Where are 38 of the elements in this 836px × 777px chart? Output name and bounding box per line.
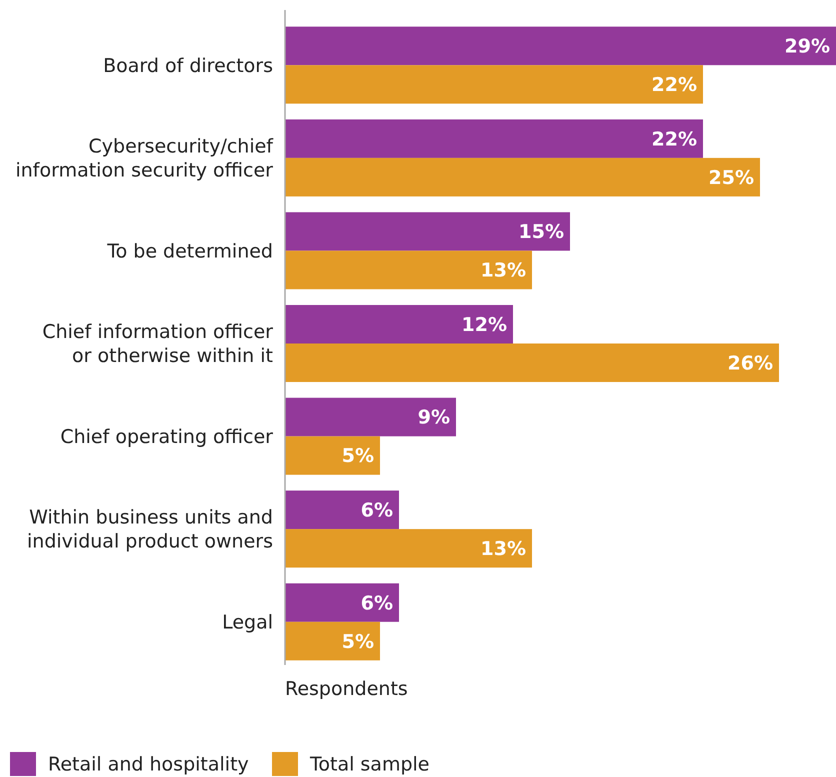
bar: [285, 158, 760, 196]
y-tick-label: Within business units and individual product owners: [27, 506, 273, 553]
data-label: 25%: [708, 166, 754, 189]
data-label: 12%: [462, 314, 507, 336]
bar: [285, 26, 836, 66]
bar: [285, 529, 532, 568]
y-tick-label: Board of directors: [103, 54, 273, 77]
legend-label: Total sample: [309, 754, 430, 776]
y-tick-label: Legal: [222, 612, 273, 634]
data-label: 13%: [480, 260, 526, 282]
data-label: 5%: [342, 445, 374, 468]
data-label: 13%: [480, 538, 526, 560]
bar: [285, 398, 456, 436]
data-label: 22%: [652, 74, 697, 96]
legend-label: Retail and hospitality: [48, 754, 249, 776]
bar: [285, 212, 570, 251]
x-axis-title: Respondents: [285, 678, 408, 700]
data-label: 6%: [360, 592, 393, 614]
data-label: 5%: [342, 630, 374, 653]
y-tick-label: To be determined: [106, 240, 273, 262]
bar: [285, 622, 380, 660]
bar: [285, 344, 779, 382]
y-tick-label: Chief information officer or otherwise within it: [42, 321, 274, 368]
bar: [285, 119, 703, 158]
data-label: 6%: [360, 499, 393, 522]
bar: [285, 250, 532, 290]
data-label: 29%: [784, 36, 830, 58]
data-label: 26%: [728, 352, 773, 374]
data-label: 22%: [652, 128, 697, 150]
bar: [285, 583, 399, 622]
bar: [285, 304, 513, 344]
y-tick-label: Cybersecurity/chief information security officer: [15, 136, 274, 182]
bar: [285, 65, 703, 104]
bar: [285, 490, 399, 530]
y-tick-label: Chief operating officer: [60, 426, 274, 448]
bar: [285, 436, 380, 475]
data-label: 9%: [418, 406, 450, 429]
data-label: 15%: [518, 221, 564, 244]
